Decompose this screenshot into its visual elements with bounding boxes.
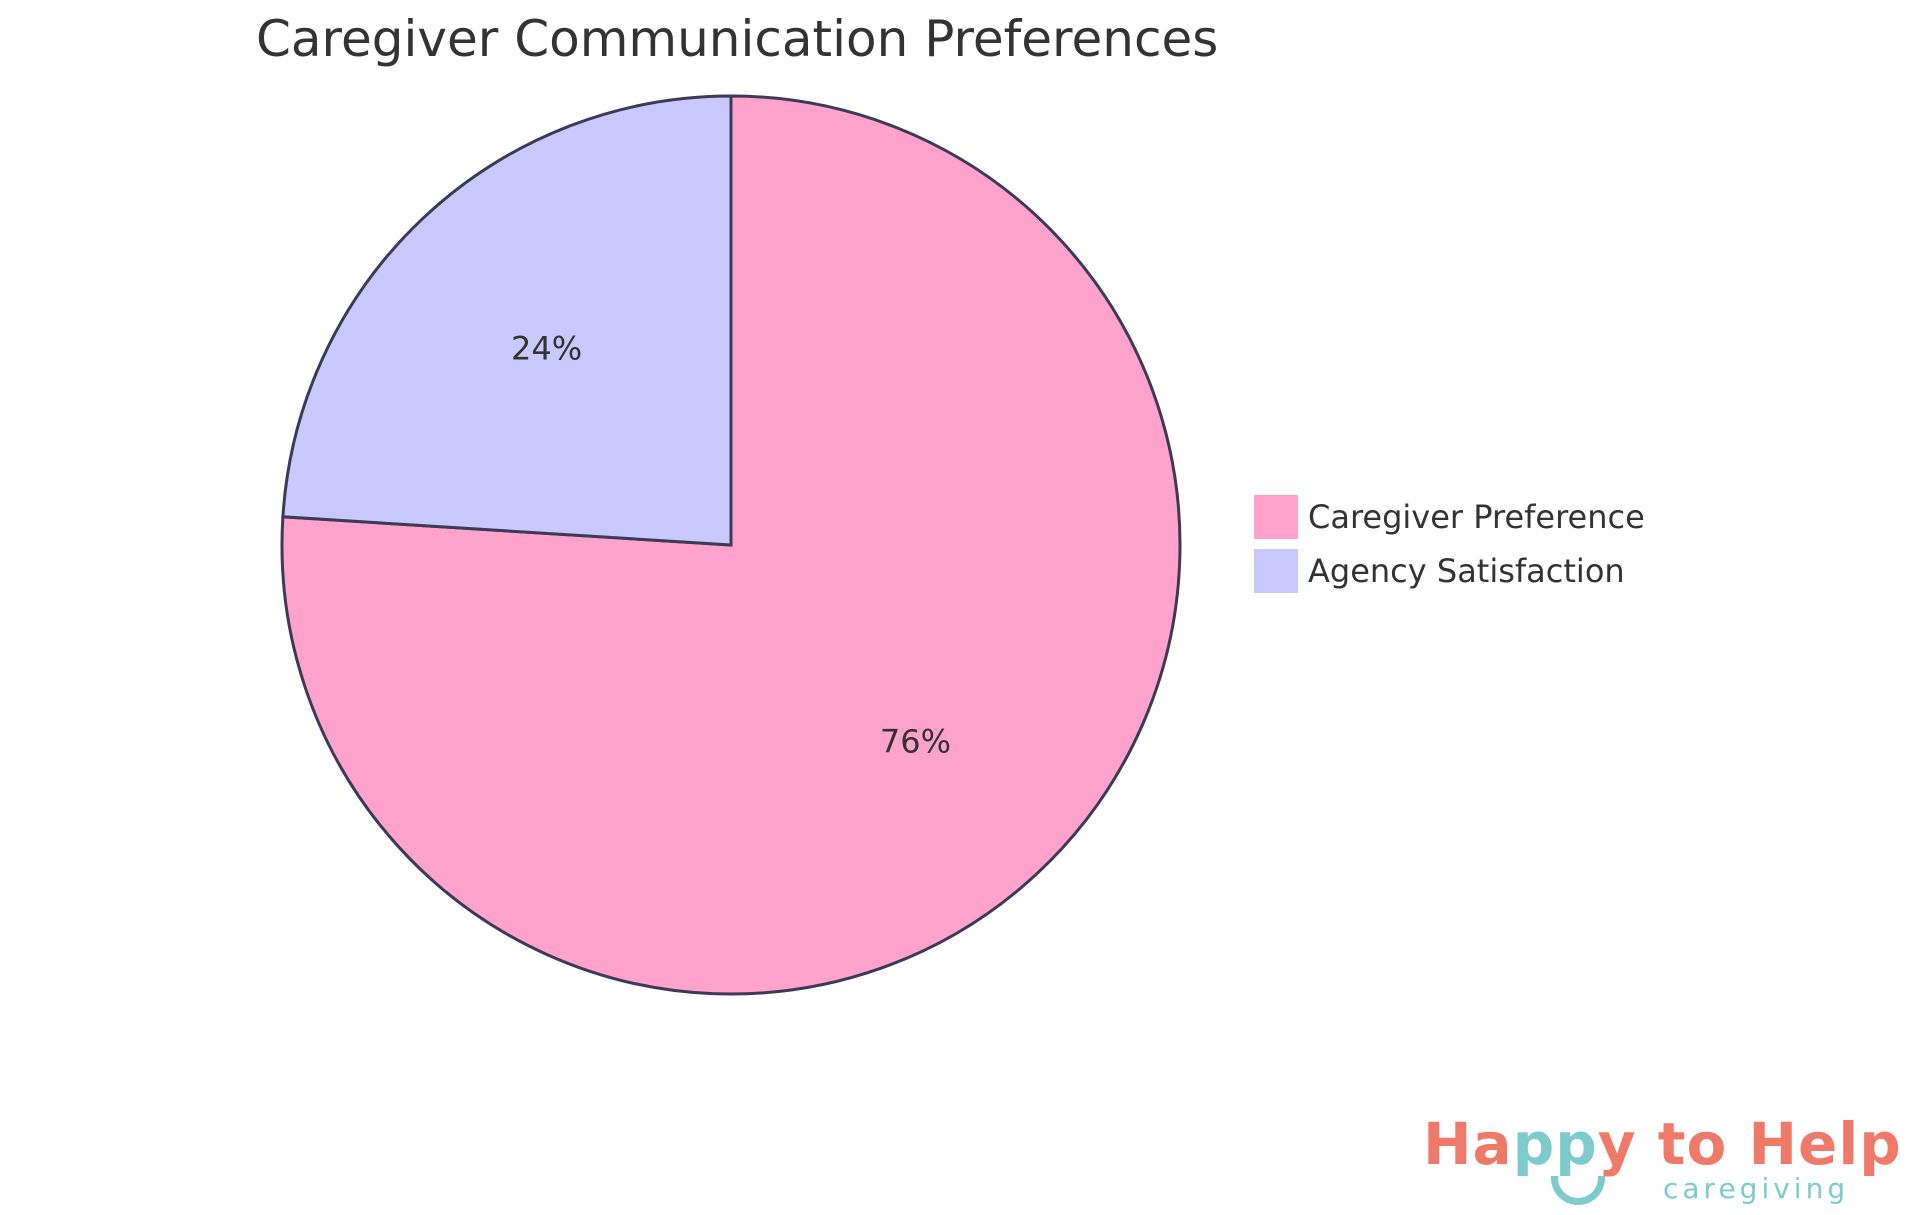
smile-icon <box>1551 1176 1605 1205</box>
logo-text: pp <box>1512 1110 1598 1178</box>
slice-data-label: 76% <box>880 722 951 760</box>
chart-title: Caregiver Communication Preferences <box>256 10 1219 68</box>
legend-swatch <box>1254 495 1298 539</box>
logo-text: Ha <box>1423 1110 1513 1178</box>
logo-wordmark: Happy to Help <box>1423 1110 1902 1178</box>
legend-label: Agency Satisfaction <box>1308 552 1625 590</box>
pie-slice-agency-satisfaction <box>281 94 733 547</box>
legend-swatch <box>1254 549 1298 593</box>
logo-text: y to Help <box>1597 1110 1902 1178</box>
legend: Caregiver Preference Agency Satisfaction <box>1254 490 1645 598</box>
legend-label: Caregiver Preference <box>1308 498 1645 536</box>
logo: Happy to Help caregiving <box>1423 1110 1901 1205</box>
slice-data-label: 24% <box>511 330 582 368</box>
legend-item-agency-satisfaction: Agency Satisfaction <box>1254 544 1645 598</box>
logo-subtitle: caregiving <box>1663 1172 1850 1205</box>
legend-item-caregiver-preference: Caregiver Preference <box>1254 490 1645 544</box>
